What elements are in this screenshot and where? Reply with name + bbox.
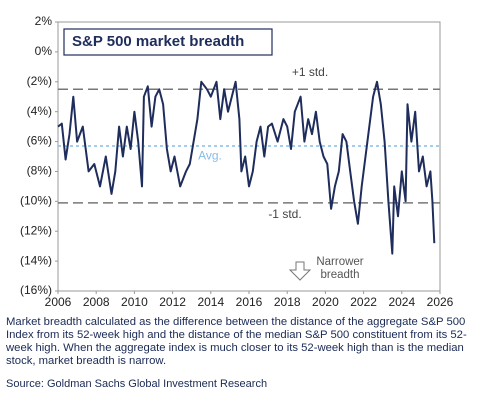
y-tick-label: 2% [35, 14, 53, 28]
annotation: Narrower breadth [316, 256, 364, 281]
y-tick-label: (4%) [27, 104, 52, 118]
y-tick-label: (14%) [20, 253, 52, 267]
reference-label: +1 std. [292, 65, 328, 79]
y-tick-label: (8%) [27, 164, 52, 178]
arrow-icon [288, 261, 312, 281]
x-tick-label: 2008 [83, 295, 110, 309]
x-tick-label: 2006 [45, 295, 72, 309]
x-tick-label: 2010 [121, 295, 148, 309]
y-tick-label: (10%) [20, 194, 52, 208]
caption: Market breadth calculated as the differe… [6, 316, 467, 367]
x-tick-label: 2022 [350, 295, 377, 309]
data-line [57, 80, 436, 255]
y-tick-label: 0% [35, 44, 53, 58]
x-tick-label: 2014 [197, 295, 224, 309]
reference-label: -1 std. [268, 207, 301, 221]
y-tick-label: (2%) [27, 74, 52, 88]
x-tick-label: 2012 [159, 295, 186, 309]
x-tick-label: 2016 [236, 295, 263, 309]
y-tick-label: (6%) [27, 134, 52, 148]
reference-label: Avg. [198, 149, 222, 163]
y-tick-label: (16%) [20, 283, 52, 297]
x-tick-label: 2020 [312, 295, 339, 309]
x-tick-label: 2026 [427, 295, 454, 309]
source: Source: Goldman Sachs Global Investment … [6, 378, 268, 390]
y-tick-label: (12%) [20, 223, 52, 237]
title-box [63, 28, 273, 56]
chart: S&P 500 market breadth 2% 0% (2%) (4%) (6%) (… [20, 14, 454, 309]
x-tick-label: 2024 [388, 295, 415, 309]
chart-title: S&P 500 market breadth [72, 33, 244, 50]
plot-frame [57, 21, 441, 292]
x-tick-label: 2018 [274, 295, 301, 309]
